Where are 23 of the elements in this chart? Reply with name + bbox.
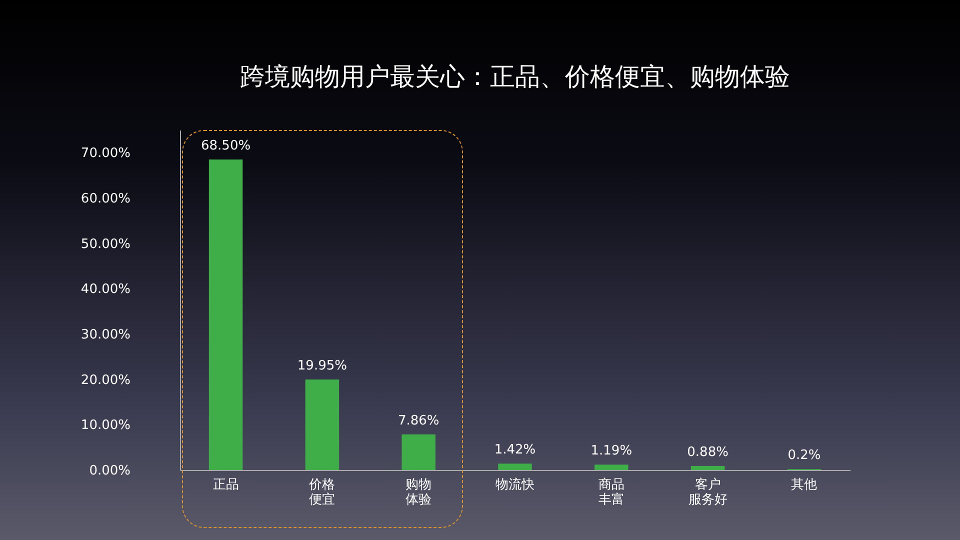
x-tick-label: 客户服务好 — [688, 476, 728, 508]
x-tick-label: 购物体验 — [406, 478, 432, 508]
y-tick-label: 30.00% — [80, 328, 130, 342]
y-tick-label: 0.00% — [89, 464, 130, 478]
y-tick-label: 60.00% — [80, 192, 130, 206]
chart-title: 跨境购物用户最关心：正品、价格便宜、购物体验 — [240, 62, 790, 91]
x-tick-label: 其他 — [791, 478, 818, 492]
x-tick-label: 物流快 — [496, 476, 534, 492]
data-label: 0.2% — [788, 448, 821, 464]
data-label: 7.86% — [398, 413, 440, 428]
data-label: 1.19% — [590, 444, 632, 459]
x-tick-label: 价格便宜 — [308, 478, 336, 508]
y-tick-label: 70.00% — [80, 146, 130, 162]
data-label: 19.95% — [297, 358, 347, 374]
y-tick-label: 50.00% — [80, 236, 130, 252]
y-tick-label: 20.00% — [80, 372, 130, 388]
data-label: 0.88% — [687, 445, 728, 460]
y-tick-label: 40.00% — [80, 282, 130, 298]
x-tick-label: 正品 — [212, 478, 239, 492]
x-tick-label: 商品丰富 — [598, 478, 624, 508]
data-label: 1.42% — [494, 442, 536, 458]
y-tick-label: 10.00% — [80, 418, 130, 434]
data-label: 68.50% — [201, 138, 251, 154]
